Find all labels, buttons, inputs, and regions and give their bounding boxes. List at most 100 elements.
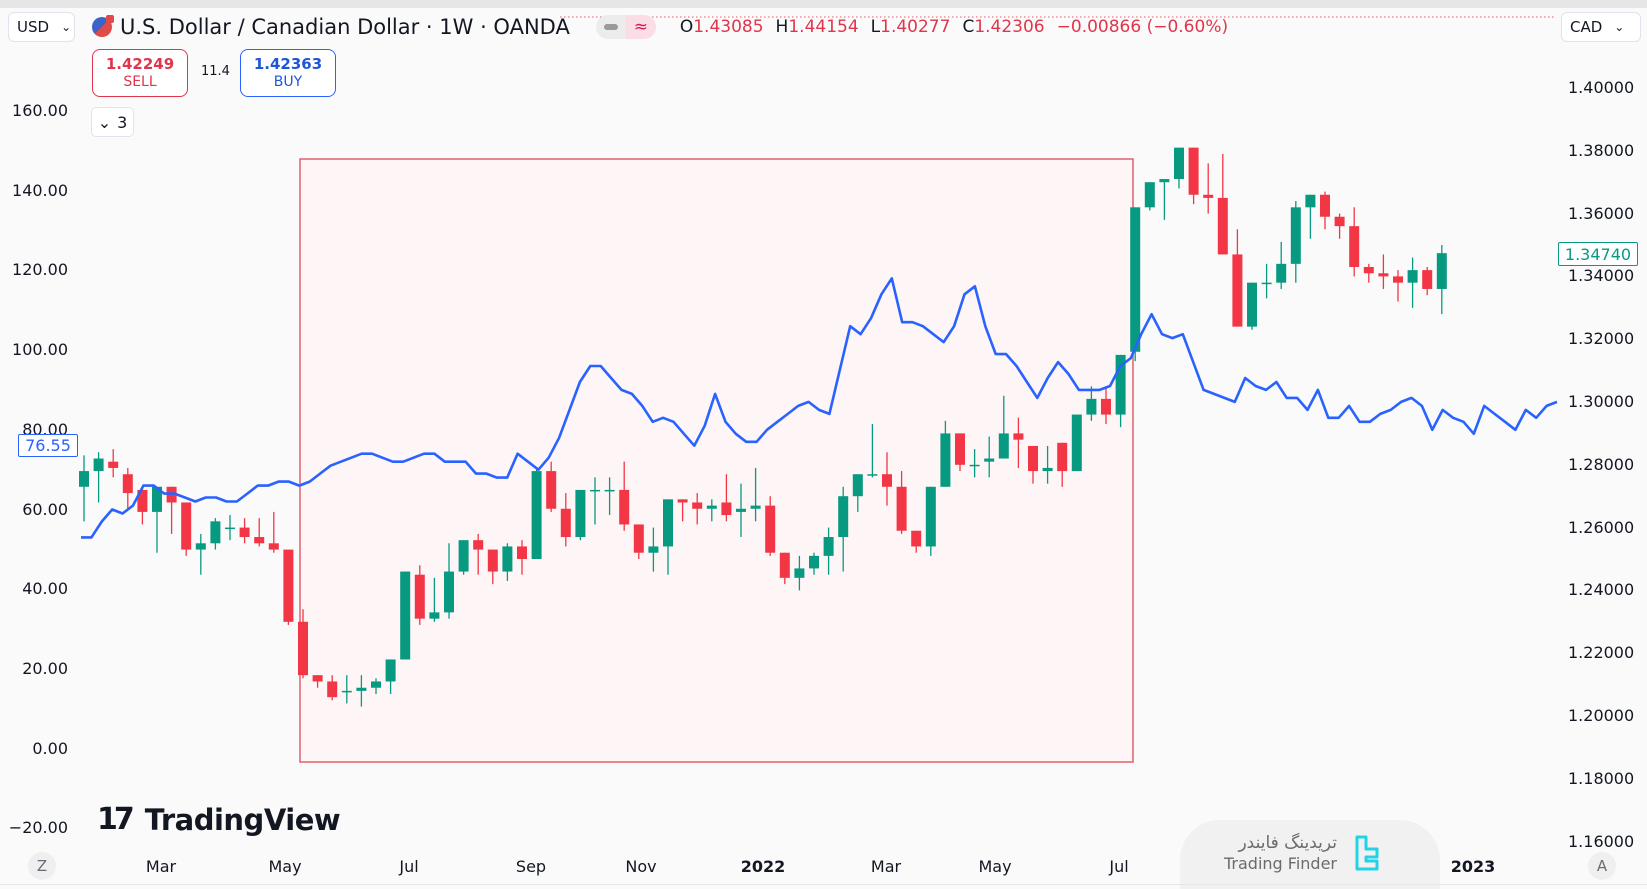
right-axis-tick: 1.40000 — [1568, 78, 1635, 97]
candle — [955, 433, 965, 472]
time-axis-label: Nov — [625, 857, 657, 876]
ohlc-values: O1.43085 H1.44154 L1.40277 C1.42306 −0.0… — [680, 17, 1228, 37]
candle — [122, 467, 133, 509]
candle — [736, 483, 746, 538]
indicator-count: 3 — [117, 112, 128, 132]
candle — [268, 511, 279, 553]
right-currency-select[interactable]: CAD ⌄ — [1561, 12, 1641, 42]
spread-value: 11.4 — [201, 64, 230, 79]
candle — [531, 467, 542, 559]
candle — [1349, 207, 1360, 277]
candle — [1232, 229, 1243, 327]
candle — [765, 496, 776, 556]
symbol-title[interactable]: U.S. Dollar / Canadian Dollar · 1W · OAN… — [120, 15, 570, 39]
right-axis-tick: 1.18000 — [1568, 768, 1635, 788]
left-axis-tick: 160.00 — [12, 101, 68, 120]
candle — [79, 455, 89, 522]
candle — [706, 499, 717, 522]
candle — [852, 474, 863, 512]
right-axis-tick: 1.26000 — [1568, 517, 1635, 537]
candle — [940, 420, 951, 487]
zoom-reset-button[interactable]: Z — [28, 852, 56, 880]
time-axis-label: Mar — [145, 857, 177, 876]
candle — [925, 486, 936, 556]
right-axis-tick: 1.28000 — [1568, 454, 1635, 474]
candle — [137, 486, 148, 525]
candle — [1363, 263, 1374, 283]
candle — [984, 436, 995, 478]
candle — [633, 524, 644, 559]
time-axis-label: Jul — [399, 857, 419, 876]
candle — [356, 675, 367, 707]
candle — [809, 552, 819, 575]
candle — [823, 527, 834, 575]
right-axis-tick: 1.34000 — [1568, 266, 1635, 286]
buy-button[interactable]: 1.42363 BUY — [240, 49, 336, 97]
indicators-collapse-button[interactable]: ⌄ 3 — [91, 107, 134, 137]
candle — [1101, 386, 1111, 424]
candle — [1028, 445, 1038, 484]
candle — [1144, 182, 1155, 211]
candle — [517, 540, 527, 575]
left-currency-label: USD — [17, 18, 50, 36]
candle — [590, 477, 600, 525]
symbol-legend: U.S. Dollar / Canadian Dollar · 1W · OAN… — [92, 13, 1228, 41]
candle — [458, 540, 469, 575]
right-axis-tick: 1.32000 — [1568, 329, 1635, 349]
right-axis-tick: 1.16000 — [1568, 831, 1635, 851]
chevron-down-icon: ⌄ — [61, 20, 72, 34]
candle — [911, 530, 922, 553]
candle — [414, 565, 425, 625]
right-last-price-label: 1.34740 — [1558, 242, 1638, 266]
tradingview-mark-icon: 17 — [97, 802, 135, 837]
left-axis-tick: 60.00 — [22, 499, 68, 519]
candle — [969, 449, 980, 478]
candle — [1247, 282, 1257, 330]
candle — [867, 423, 878, 478]
candle — [487, 549, 498, 585]
candle — [152, 486, 162, 553]
candle — [838, 486, 849, 572]
candle — [429, 577, 440, 622]
candle — [1159, 179, 1170, 220]
close-value: 1.42306 — [974, 17, 1045, 37]
candle — [998, 395, 1009, 459]
candle — [502, 543, 513, 581]
candle — [692, 493, 703, 525]
candle — [327, 675, 338, 701]
candle — [619, 461, 630, 531]
buy-price: 1.42363 — [253, 55, 323, 74]
watermark-farsi: تریدینگ فایندر — [1238, 833, 1337, 853]
legend-pill[interactable]: ≈ — [595, 15, 656, 39]
sell-button[interactable]: 1.42249 SELL — [92, 49, 188, 97]
candle — [648, 527, 659, 572]
candle — [371, 678, 381, 695]
left-axis-tick: 140.00 — [12, 180, 68, 200]
left-axis-tick: 40.00 — [22, 579, 68, 599]
candle — [312, 675, 323, 688]
candle — [385, 659, 396, 695]
candle — [1407, 257, 1418, 308]
left-axis-tick: 20.00 — [22, 658, 68, 678]
time-axis-label: Sep — [515, 857, 547, 876]
eye-toggle-icon[interactable] — [595, 15, 626, 39]
candle — [1436, 245, 1447, 315]
left-currency-select[interactable]: USD ⌄ — [8, 12, 75, 42]
candle — [1290, 201, 1301, 283]
left-last-value-label: 76.55 — [18, 434, 78, 457]
candle — [1174, 147, 1184, 189]
auto-scale-button[interactable]: A — [1588, 852, 1616, 880]
indicator-line — [81, 277, 1558, 539]
change-value: −0.00866 (−0.60%) — [1056, 17, 1229, 37]
candle — [1261, 263, 1272, 299]
candle — [400, 571, 411, 660]
candle — [1305, 194, 1316, 239]
tradingview-logo[interactable]: 17 TradingView — [97, 802, 341, 837]
candle — [604, 477, 615, 516]
candle — [1422, 266, 1433, 296]
candle — [1130, 207, 1141, 362]
candle — [560, 493, 571, 547]
wave-icon[interactable]: ≈ — [625, 15, 656, 39]
chevron-down-icon: ⌄ — [1614, 20, 1625, 34]
